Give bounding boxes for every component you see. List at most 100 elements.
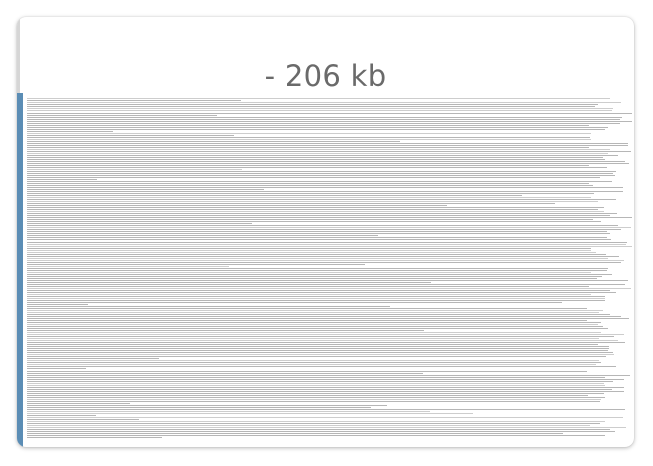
- text-line: [27, 273, 632, 275]
- text-line: [27, 239, 632, 241]
- text-line: [27, 209, 632, 211]
- text-line: [27, 437, 632, 439]
- text-line: [27, 322, 632, 324]
- text-line: [27, 356, 632, 358]
- text-line: [27, 428, 632, 431]
- text-line: [27, 197, 632, 199]
- text-line: [27, 185, 632, 187]
- text-line: [27, 410, 632, 412]
- text-line: [27, 326, 632, 328]
- text-line: [27, 310, 632, 312]
- text-line: [27, 324, 632, 326]
- text-line: [27, 205, 632, 207]
- text-line: [27, 386, 632, 388]
- text-line: [27, 316, 632, 318]
- text-line: [27, 422, 632, 425]
- text-line: [27, 195, 632, 197]
- text-line: [27, 132, 632, 134]
- text-line: [27, 199, 632, 201]
- text-line: [27, 364, 632, 366]
- text-line: [27, 303, 632, 306]
- text-line: [27, 430, 632, 433]
- text-line: [27, 148, 632, 150]
- text-line: [27, 110, 632, 112]
- text-line: [27, 352, 632, 354]
- text-line: [27, 412, 632, 414]
- text-line: [27, 156, 632, 158]
- text-line: [27, 136, 632, 138]
- text-line: [27, 269, 632, 271]
- text-line: [27, 424, 632, 427]
- text-line: [27, 168, 632, 171]
- text-line: [27, 346, 632, 348]
- text-line: [27, 241, 632, 243]
- text-line: [27, 275, 632, 277]
- text-line: [27, 227, 632, 229]
- text-line: [27, 340, 632, 342]
- text-line: [27, 378, 632, 380]
- text-line: [27, 293, 632, 296]
- text-line: [27, 189, 632, 191]
- text-line: [27, 283, 632, 285]
- text-line: [27, 301, 632, 304]
- text-line: [27, 102, 632, 104]
- text-line: [27, 406, 632, 408]
- text-line: [27, 100, 632, 102]
- text-line: [27, 207, 632, 209]
- text-line: [27, 368, 632, 370]
- text-line: [27, 404, 632, 406]
- text-line: [27, 122, 632, 124]
- text-line: [27, 306, 632, 308]
- text-line: [27, 265, 632, 267]
- text-line: [27, 271, 632, 273]
- text-line: [27, 312, 632, 314]
- text-line: [27, 308, 632, 310]
- text-line: [27, 245, 632, 247]
- text-line: [27, 124, 632, 126]
- text-line: [27, 426, 632, 429]
- text-line: [27, 225, 632, 227]
- text-line: [27, 217, 632, 219]
- text-line: [27, 106, 632, 108]
- text-line: [27, 187, 632, 189]
- text-line: [27, 160, 632, 162]
- text-line: [27, 336, 632, 338]
- text-line: [27, 177, 632, 179]
- text-line: [27, 223, 632, 225]
- text-line: [27, 164, 632, 167]
- text-line: [27, 128, 632, 130]
- text-line: [27, 380, 632, 382]
- text-line: [27, 384, 632, 386]
- text-line: [27, 144, 632, 146]
- text-line: [27, 382, 632, 384]
- text-line: [27, 114, 632, 116]
- text-line: [27, 374, 632, 376]
- text-line: [27, 289, 632, 291]
- text-line: [27, 396, 632, 398]
- text-line: [27, 130, 632, 132]
- text-line: [27, 277, 632, 279]
- text-line: [27, 213, 632, 215]
- text-line: [27, 166, 632, 169]
- text-line: [27, 392, 632, 394]
- text-line: [27, 235, 632, 237]
- text-line: [27, 253, 632, 255]
- text-line: [27, 342, 632, 344]
- text-line: [27, 140, 632, 142]
- text-line: [27, 362, 632, 364]
- text-line: [27, 138, 632, 140]
- text-line: [27, 257, 632, 259]
- text-line: [27, 251, 632, 253]
- text-line: [27, 152, 632, 154]
- text-line: [27, 267, 632, 269]
- accent-bar: [17, 93, 23, 447]
- text-line: [27, 201, 632, 203]
- text-line: [27, 255, 632, 257]
- document-card: - 206 kb: [17, 17, 634, 447]
- text-line: [27, 146, 632, 148]
- text-line: [27, 231, 632, 233]
- document-size-label: - 206 kb: [264, 59, 387, 93]
- text-line: [27, 261, 632, 263]
- text-line: [27, 259, 632, 261]
- text-line: [27, 150, 632, 152]
